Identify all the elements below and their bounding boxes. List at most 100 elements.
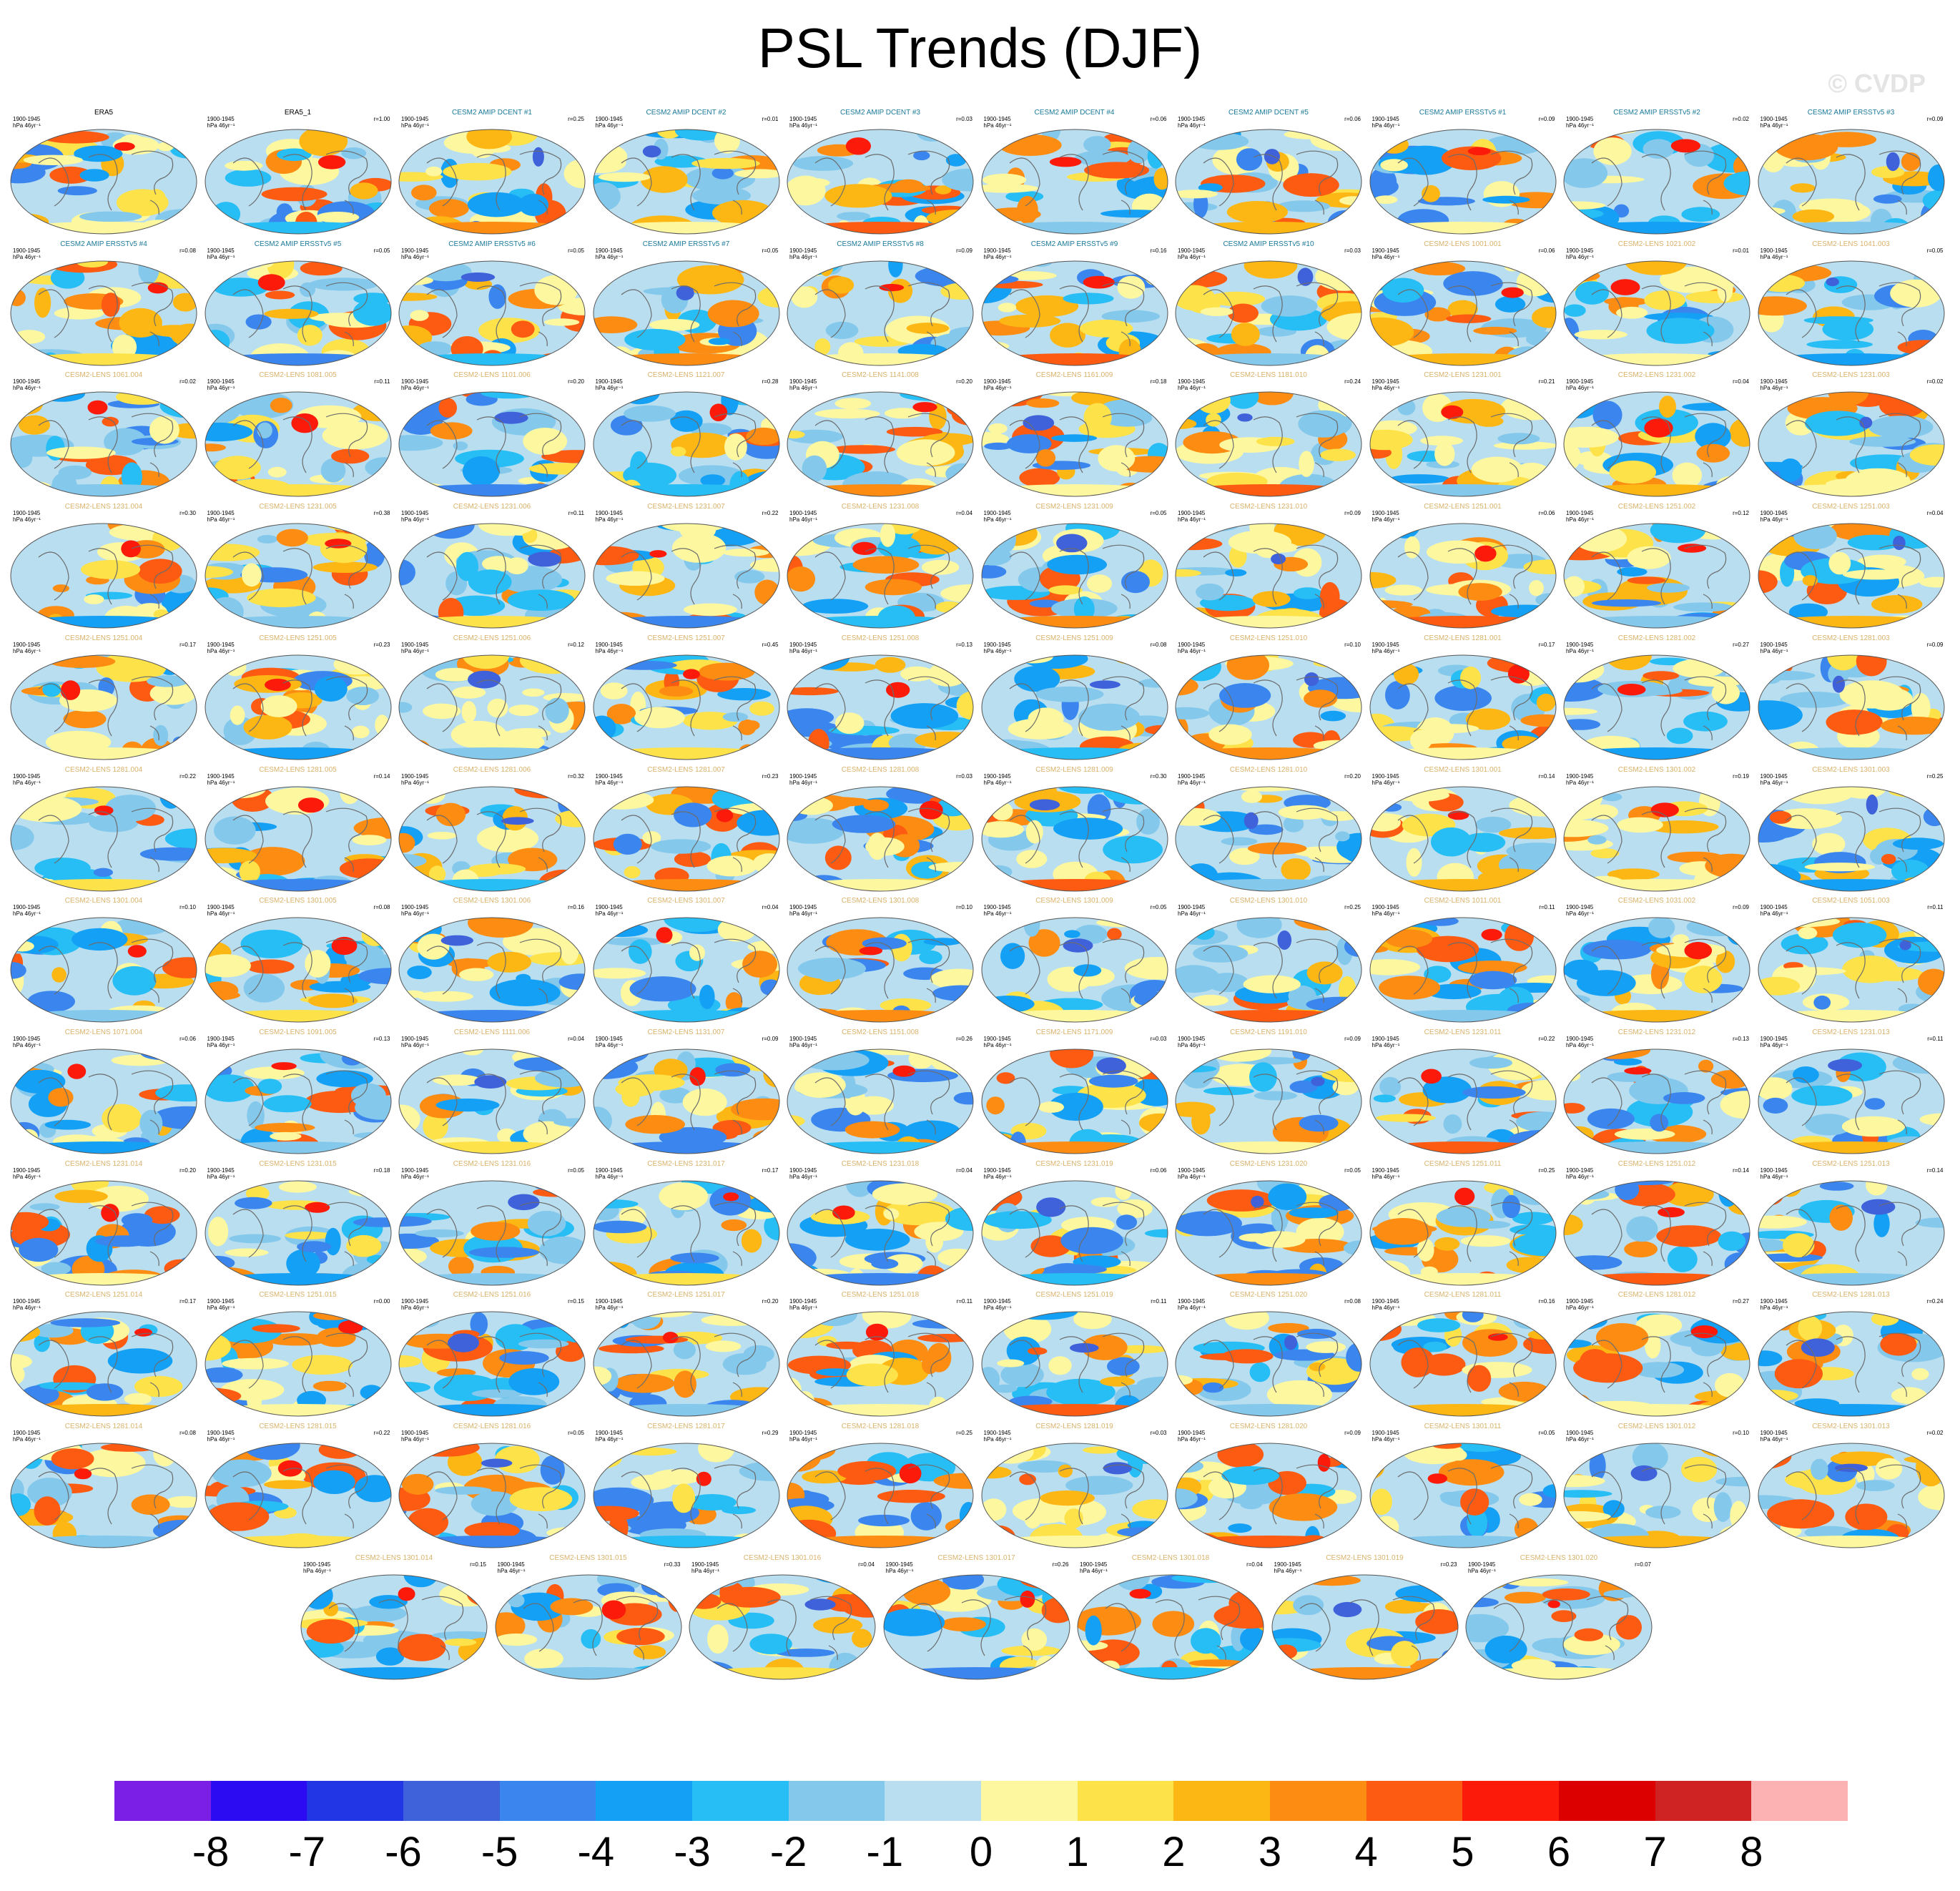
map-field bbox=[1077, 1574, 1264, 1680]
panel-period: 1900-1945 bbox=[983, 904, 1011, 911]
colorbar-box bbox=[981, 1781, 1078, 1821]
map-panel: CESM2-LENS 1281.009 1900-1945 hPa 46yr⁻¹ r=… bbox=[981, 766, 1168, 892]
panel-units: hPa 46yr⁻¹ bbox=[983, 779, 1012, 786]
panel-units: hPa 46yr⁻¹ bbox=[595, 385, 624, 392]
panel-title: CESM2-LENS 1281.002 bbox=[1617, 634, 1696, 642]
map-field bbox=[1175, 1443, 1362, 1548]
panel-correlation: r=0.16 bbox=[568, 904, 584, 911]
panel-title: CESM2-LENS 1141.008 bbox=[842, 371, 919, 380]
map-field bbox=[1369, 1443, 1556, 1548]
map-panel: CESM2-LENS 1231.010 1900-1945 hPa 46yr⁻¹ r=… bbox=[1175, 503, 1362, 629]
panel-period: 1900-1945 bbox=[401, 1430, 429, 1436]
panel-title: CESM2 AMIP ERSSTv5 #8 bbox=[837, 240, 924, 248]
panel-period: 1900-1945 bbox=[1371, 378, 1399, 385]
panel-units: hPa 46yr⁻¹ bbox=[1371, 253, 1400, 260]
panel-units: hPa 46yr⁻¹ bbox=[207, 1305, 235, 1312]
panel-period: 1900-1945 bbox=[401, 1035, 429, 1042]
map-panel: CESM2 AMIP ERSSTv5 #9 1900-1945 hPa 46yr⁻¹… bbox=[981, 240, 1168, 366]
map-panel: CESM2-LENS 1281.006 1900-1945 hPa 46yr⁻¹ r=… bbox=[398, 766, 586, 892]
map-field bbox=[205, 129, 391, 235]
panel-units: hPa 46yr⁻¹ bbox=[401, 1041, 429, 1048]
panel-units: hPa 46yr⁻¹ bbox=[13, 647, 41, 654]
map-panel: CESM2-LENS 1251.009 1900-1945 hPa 46yr⁻¹ r=… bbox=[981, 634, 1168, 760]
map-field bbox=[1758, 1443, 1944, 1548]
panel-period: 1900-1945 bbox=[789, 247, 817, 254]
map-panel: CESM2-LENS 1301.013 1900-1945 hPa 46yr⁻¹ r=… bbox=[1758, 1423, 1945, 1548]
colorbar-label: -2 bbox=[769, 1829, 807, 1875]
panel-units: hPa 46yr⁻¹ bbox=[401, 516, 429, 524]
panel-period: 1900-1945 bbox=[207, 247, 235, 254]
panel-units: hPa 46yr⁻¹ bbox=[1566, 1305, 1594, 1312]
panel-correlation: r=0.23 bbox=[1440, 1561, 1457, 1568]
panel-period: 1900-1945 bbox=[983, 116, 1011, 122]
map-panel: CESM2-LENS 1251.019 1900-1945 hPa 46yr⁻¹ r=… bbox=[981, 1291, 1168, 1417]
panel-title: CESM2-LENS 1231.014 bbox=[64, 1159, 143, 1168]
panel-title: CESM2 AMIP ERSSTv5 #3 bbox=[1807, 109, 1895, 117]
map-field bbox=[205, 1048, 391, 1154]
panel-units: hPa 46yr⁻¹ bbox=[1178, 1436, 1206, 1443]
panel-correlation: r=0.05 bbox=[568, 1166, 584, 1174]
map-panel: CESM2 AMIP ERSSTv5 #4 1900-1945 hPa 46yr⁻¹… bbox=[10, 240, 197, 366]
panel-period: 1900-1945 bbox=[1371, 904, 1399, 911]
colorbar-box bbox=[1559, 1781, 1656, 1821]
map-panel: CESM2-LENS 1031.002 1900-1945 hPa 46yr⁻¹ r=… bbox=[1563, 897, 1750, 1023]
map-panel: CESM2-LENS 1301.020 1900-1945 hPa 46yr⁻¹ r=… bbox=[1465, 1554, 1653, 1680]
map-panel: CESM2-LENS 1301.014 1900-1945 hPa 46yr⁻¹ r=… bbox=[300, 1554, 488, 1680]
panel-title: CESM2-LENS 1301.017 bbox=[937, 1553, 1015, 1562]
panel-units: hPa 46yr⁻¹ bbox=[1178, 779, 1206, 786]
panel-period: 1900-1945 bbox=[1760, 1035, 1788, 1042]
map-field bbox=[1563, 1048, 1750, 1154]
panel-units: hPa 46yr⁻¹ bbox=[1760, 253, 1788, 260]
panel-correlation: r=0.17 bbox=[762, 1166, 779, 1174]
panel-correlation: r=0.08 bbox=[179, 1430, 196, 1436]
panel-title: CESM2-LENS 1231.016 bbox=[453, 1159, 531, 1168]
panel-units: hPa 46yr⁻¹ bbox=[1178, 1173, 1206, 1180]
panel-correlation: r=0.33 bbox=[664, 1561, 681, 1568]
panel-correlation: r=0.30 bbox=[1150, 772, 1167, 780]
map-panel: CESM2-LENS 1251.018 1900-1945 hPa 46yr⁻¹ r=… bbox=[787, 1291, 974, 1417]
panel-units: hPa 46yr⁻¹ bbox=[1468, 1567, 1496, 1574]
panel-units: hPa 46yr⁻¹ bbox=[1371, 516, 1400, 524]
map-panel: CESM2 AMIP ERSSTv5 #10 1900-1945 hPa 46yr⁻… bbox=[1175, 240, 1362, 366]
panel-units: hPa 46yr⁻¹ bbox=[1371, 1173, 1400, 1180]
map-field bbox=[787, 1180, 974, 1286]
panel-title: CESM2-LENS 1281.015 bbox=[259, 1423, 337, 1430]
map-panel: CESM2-LENS 1251.006 1900-1945 hPa 46yr⁻¹ r=… bbox=[398, 634, 586, 760]
map-field bbox=[787, 391, 974, 497]
map-field bbox=[981, 654, 1168, 760]
panel-period: 1900-1945 bbox=[595, 641, 623, 648]
map-panel: CESM2-LENS 1281.010 1900-1945 hPa 46yr⁻¹ r=… bbox=[1175, 766, 1362, 892]
panel-units: hPa 46yr⁻¹ bbox=[13, 1436, 41, 1443]
map-panel: CESM2-LENS 1011.001 1900-1945 hPa 46yr⁻¹ r=… bbox=[1369, 897, 1557, 1023]
panel-title: CESM2 AMIP ERSSTv5 #1 bbox=[1419, 109, 1507, 117]
panel-correlation: r=0.17 bbox=[179, 641, 196, 648]
panel-title: CESM2-LENS 1281.013 bbox=[1812, 1291, 1890, 1300]
map-field bbox=[981, 523, 1168, 629]
panel-units: hPa 46yr⁻¹ bbox=[401, 1173, 429, 1180]
panel-period: 1900-1945 bbox=[789, 1166, 817, 1174]
panel-period: 1900-1945 bbox=[1566, 904, 1594, 911]
map-field bbox=[1758, 391, 1944, 497]
panel-units: hPa 46yr⁻¹ bbox=[13, 253, 41, 260]
map-field bbox=[787, 1443, 974, 1548]
panel-correlation: r=0.24 bbox=[1926, 1298, 1944, 1305]
panel-units: hPa 46yr⁻¹ bbox=[983, 910, 1012, 918]
map-field bbox=[398, 1311, 586, 1417]
panel-correlation: r=0.04 bbox=[956, 510, 972, 517]
panel-units: hPa 46yr⁻¹ bbox=[1371, 647, 1400, 654]
panel-correlation: r=0.21 bbox=[1538, 378, 1555, 385]
panel-period: 1900-1945 bbox=[595, 1166, 623, 1174]
panel-correlation: r=0.20 bbox=[1344, 772, 1361, 780]
panel-period: 1900-1945 bbox=[1566, 247, 1594, 254]
panel-correlation: r=0.09 bbox=[1344, 1035, 1361, 1042]
map-panel: CESM2-LENS 1251.013 1900-1945 hPa 46yr⁻¹ r=… bbox=[1758, 1160, 1945, 1286]
panel-correlation: r=0.05 bbox=[762, 247, 779, 254]
panel-correlation: r=0.11 bbox=[374, 378, 390, 385]
map-field bbox=[398, 1048, 586, 1154]
panel-units: hPa 46yr⁻¹ bbox=[595, 1173, 624, 1180]
map-panel: CESM2-LENS 1111.006 1900-1945 hPa 46yr⁻¹ r=… bbox=[398, 1028, 586, 1154]
panel-period: 1900-1945 bbox=[1566, 641, 1594, 648]
map-field bbox=[205, 654, 391, 760]
panel-correlation: r=0.23 bbox=[373, 641, 390, 648]
panel-units: hPa 46yr⁻¹ bbox=[1178, 910, 1206, 918]
